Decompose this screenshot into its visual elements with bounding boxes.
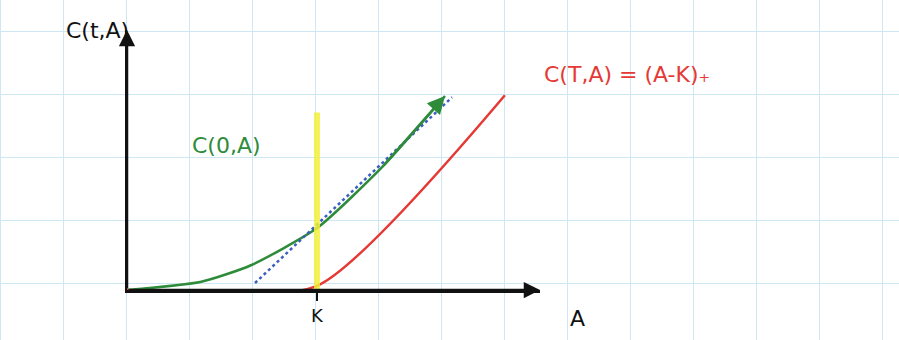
svg-text:C(0,A): C(0,A) xyxy=(192,133,261,158)
svg-text:A: A xyxy=(570,306,585,331)
svg-text:K: K xyxy=(311,305,324,326)
svg-text:C(T,A) = (A-K)₊: C(T,A) = (A-K)₊ xyxy=(544,62,710,87)
svg-text:C(t,A): C(t,A) xyxy=(66,18,129,43)
